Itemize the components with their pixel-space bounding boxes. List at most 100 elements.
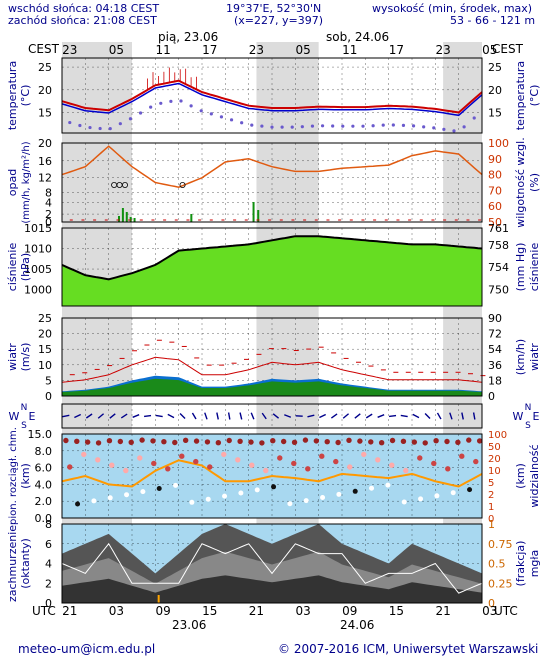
cloud-top-dot <box>389 437 396 444</box>
dew-point-dot <box>310 124 315 128</box>
bottom-axis-tick: 21 <box>249 604 264 618</box>
precip-bar <box>257 210 260 222</box>
bottom-axis-tick: 09 <box>155 604 170 618</box>
cloud-base-dot <box>222 493 228 499</box>
wind-arrow <box>120 413 128 419</box>
cloud-ytick-left: 2 <box>45 577 52 590</box>
wind-arrow <box>85 413 93 419</box>
cloud-base-dot <box>450 490 456 496</box>
cloud-top-dot <box>74 438 80 444</box>
dew-point-dot <box>462 125 466 129</box>
wdir-left-w: W <box>9 410 20 423</box>
footer-copyright: © 2007-2016 ICM, Uniwersytet Warszawski <box>278 642 539 656</box>
wind-ytick-right: 0 <box>488 390 495 403</box>
cloud-mid-dot <box>333 458 339 465</box>
cloud-mid-dot <box>95 457 101 463</box>
wind-arrow <box>472 412 476 420</box>
cloud-ytick-left: 8 <box>45 518 52 531</box>
dew-point-dot <box>260 124 264 128</box>
pressure-ytick-right: 750 <box>488 284 509 297</box>
elevation-label: wysokość (min, środek, max) <box>372 2 533 15</box>
precip-marker <box>122 181 129 188</box>
top-axis-tick: 23 <box>62 43 77 57</box>
vis-ytick-right: 10 <box>488 466 501 477</box>
dew-point-dot <box>320 124 325 128</box>
temp-ytick-left: 15 <box>38 107 52 120</box>
wdir-right-w: W <box>513 410 524 423</box>
wind-ytick-right: 90 <box>488 312 502 325</box>
dew-point-dot <box>422 125 426 129</box>
temp-right-label: temperatura <box>514 61 527 130</box>
top-axis-tick: 11 <box>342 43 357 57</box>
wind-arrow <box>319 413 327 419</box>
wind-arrow <box>132 414 140 418</box>
precip-ytick-right: 60 <box>488 200 502 213</box>
cloud-base-dot <box>336 491 342 497</box>
cloud-mid-dot <box>165 466 171 472</box>
cloud-mid-dot <box>291 460 297 467</box>
temp-right-unit: (°C) <box>528 85 541 107</box>
pressure-ytick-right: 758 <box>488 239 509 252</box>
cloud-base-dot <box>385 482 391 488</box>
coords-text: 19°37'E, 52°30'N <box>226 2 322 15</box>
bottom-axis-tz-right: UTC <box>494 604 518 618</box>
cloud-ytick-left: 0 <box>45 597 52 610</box>
wind-arrow <box>155 414 163 418</box>
sunset-text: zachód słońca: 21:08 CEST <box>8 14 157 27</box>
precip-bar <box>252 202 255 222</box>
precip-bar <box>121 208 124 222</box>
wind-arrow <box>400 414 408 418</box>
precip-ytick-left: 4 <box>45 196 52 209</box>
cloud-mid-dot <box>207 464 213 470</box>
pressure-left-unit: (hPa) <box>19 253 32 281</box>
vis-right-unit: (km) <box>514 463 527 489</box>
wind-arrow <box>342 413 350 419</box>
vis-ytick-left: 4.0 <box>35 478 53 491</box>
cloud-ytick-right: 1 <box>488 518 495 531</box>
precip-ytick-right: 90 <box>488 153 502 166</box>
top-axis-tick: 05 <box>109 43 124 57</box>
cloud-mid-dot <box>347 464 353 470</box>
cloud-top-dot <box>84 439 91 445</box>
wind-arrow <box>239 412 243 420</box>
wind-gust-line <box>61 356 483 383</box>
temp-ytick-left: 25 <box>38 61 52 74</box>
night-band <box>256 42 319 603</box>
wind-arrow <box>284 414 292 418</box>
vis-ytick-right: 2 <box>488 490 494 501</box>
precip-ytick-left: 12 <box>38 172 52 185</box>
cloud-base-dot <box>303 498 309 504</box>
wind-arrow <box>261 412 267 420</box>
pressure-left-label: ciśnienie <box>6 243 19 292</box>
dew-point-dot <box>128 117 133 121</box>
dew-point-dot <box>219 115 224 119</box>
wind-arrow <box>449 412 453 420</box>
footer-email[interactable]: meteo-um@icm.edu.pl <box>18 642 156 656</box>
dew-point-dot <box>361 124 365 128</box>
fog-marker <box>157 595 160 603</box>
vis-ytick-right: 0 <box>488 514 494 525</box>
pressure-right-unit: (mm Hg) <box>514 243 527 292</box>
cloud-top-dot <box>455 439 461 445</box>
bottom-axis-day2: 24.06 <box>340 618 375 632</box>
cloud-top-dot <box>357 438 363 444</box>
cloud-fill-low <box>62 575 482 603</box>
bottom-axis-tick: 21 <box>435 604 450 618</box>
cloud-base-dot <box>369 485 375 491</box>
wind-arrow <box>330 413 338 419</box>
wind-ytick-right: 36 <box>488 359 502 372</box>
dew-point-dot <box>88 125 92 130</box>
dew-point-dot <box>179 99 183 103</box>
cloud-base-dot <box>124 492 130 498</box>
cloud-top-dot <box>226 437 232 444</box>
humidity-line <box>61 145 483 188</box>
wind-arrow <box>250 412 255 420</box>
wdir-right-s: S <box>525 421 531 431</box>
vis-left-label: pion. rozciągł. chm. <box>8 427 19 525</box>
precip-ytick-right: 100 <box>488 137 509 150</box>
panel-frame <box>61 57 483 134</box>
cloud-top-dot <box>215 440 222 446</box>
cloud-top-dot <box>182 437 189 443</box>
panel-frame <box>61 227 483 307</box>
precip-ytick-left: 8 <box>45 186 52 199</box>
